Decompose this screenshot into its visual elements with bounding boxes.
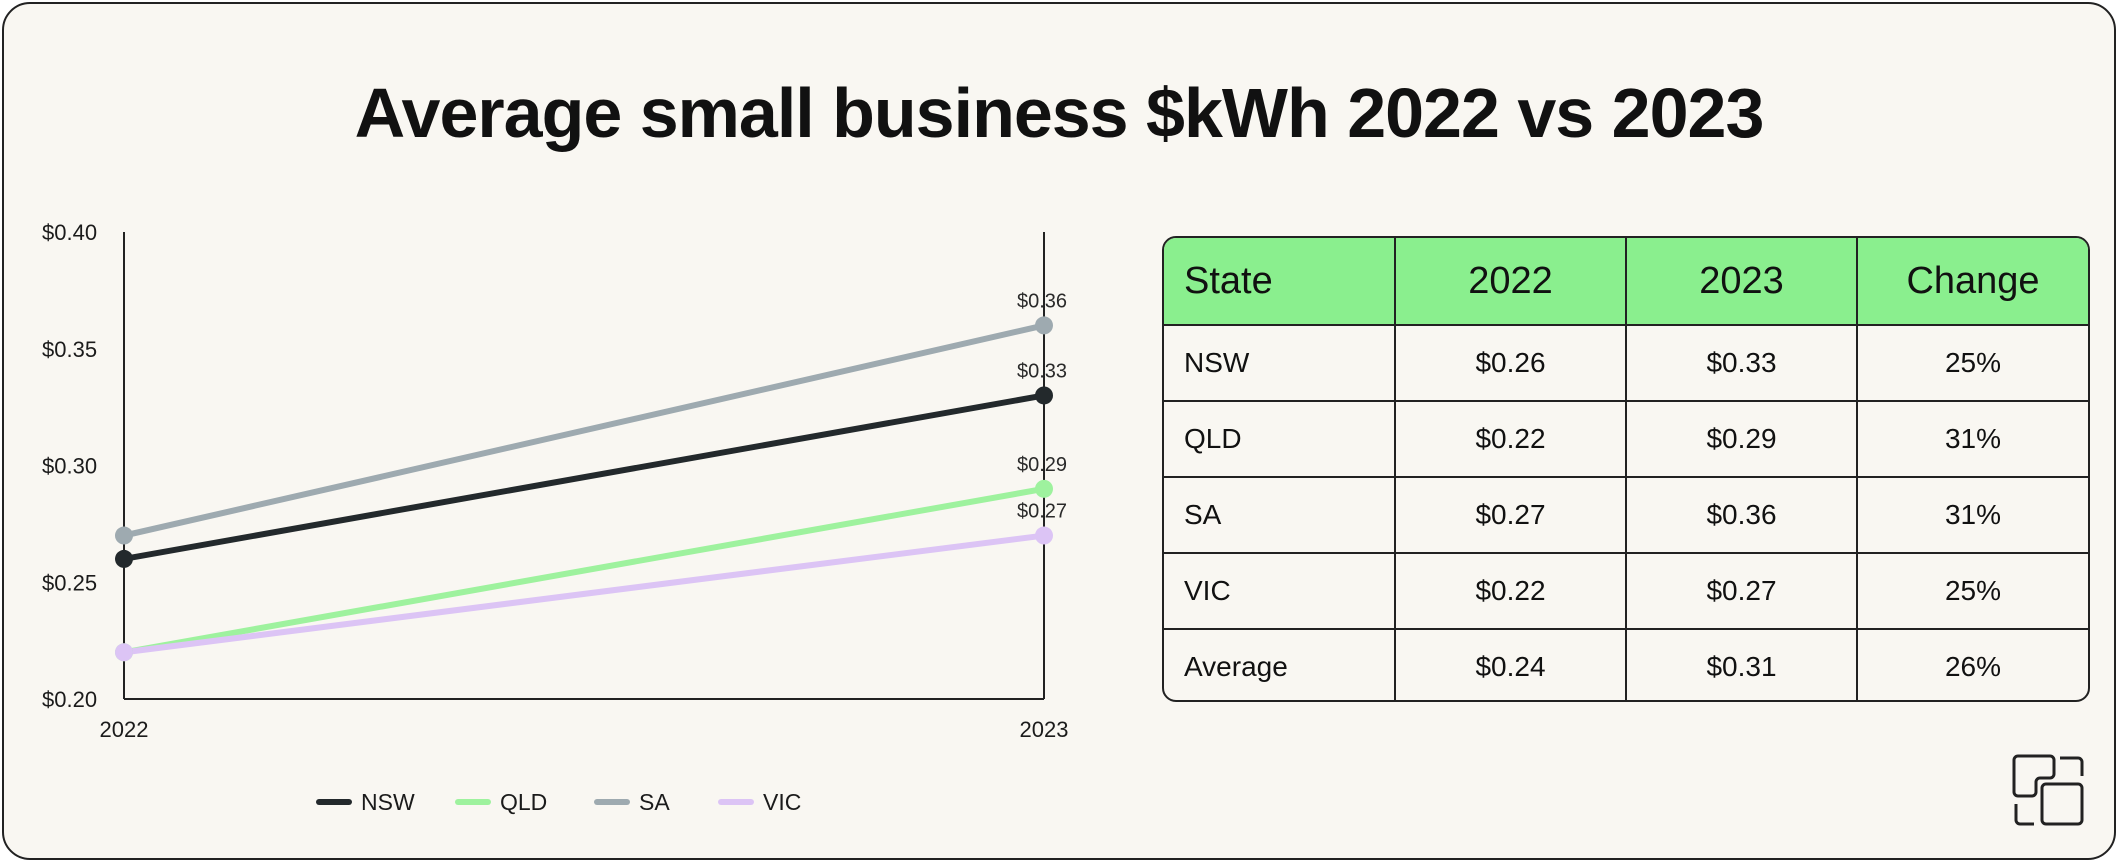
series-line-vic [121,532,1047,656]
data-label-nsw: $0.33 [1017,360,1067,382]
table-row: NSW $0.26 $0.33 25% [1164,325,2088,402]
legend-label-nsw: NSW [361,789,415,815]
brand-logo-icon [2012,754,2084,826]
legend-label-sa: SA [639,789,670,815]
table-cell-state: Average [1164,629,1396,700]
table-cell: 25% [1857,325,2088,402]
table-cell: $0.22 [1395,553,1627,630]
chart-title: Average small business $kWh 2022 vs 2023 [354,74,1765,152]
table-row: VIC $0.22 $0.27 25% [1164,553,2088,630]
data-point-vic [115,643,133,662]
table-cell: $0.26 [1395,325,1627,402]
table-cell: $0.27 [1626,553,1858,630]
table-row: SA $0.27 $0.36 31% [1164,477,2088,554]
table-header-2023: 2023 [1626,238,1858,326]
table-cell-state: SA [1164,477,1396,554]
table-cell: $0.29 [1626,401,1858,478]
legend-label-vic: VIC [763,789,801,815]
table-cell: $0.31 [1626,629,1858,700]
table-cell: $0.36 [1626,477,1858,554]
table-cell: 31% [1857,401,2088,478]
y-tick-label: $0.30 [42,454,97,479]
y-tick-label: $0.40 [42,220,97,245]
table-header-row: State 2022 2023 Change [1164,238,2088,326]
data-point-nsw [115,549,133,568]
table-row: QLD $0.22 $0.29 31% [1164,401,2088,478]
data-table: State 2022 2023 Change NSW $0.26 $0.33 2… [1164,238,2088,700]
series-line-sa [121,322,1047,539]
table-cell: 31% [1857,477,2088,554]
data-point-nsw [1035,386,1053,405]
series-line-nsw [121,392,1047,562]
table-cell: 26% [1944,651,2002,682]
data-label-vic: $0.27 [1017,501,1067,523]
x-tick-label: 2022 [100,717,149,742]
data-point-sa [1035,316,1053,335]
table-cell: $0.27 [1395,477,1627,554]
data-label-sa: $0.36 [1017,290,1067,312]
data-point-sa [115,526,133,545]
table-cell-state: NSW [1164,325,1396,402]
table-row: Average $0.24 $0.31 26% [1164,629,2088,700]
x-tick-label: 2023 [1020,717,1069,742]
y-tick-label: $0.35 [42,337,97,362]
data-point-vic [1035,526,1053,545]
table-header-2022: 2022 [1395,238,1627,326]
data-label-qld: $0.29 [1017,454,1067,476]
table-cell: $0.24 [1395,629,1627,700]
data-table-container: State 2022 2023 Change NSW $0.26 $0.33 2… [1162,236,2090,702]
table-cell: 25% [1857,553,2088,630]
table-cell: $0.22 [1395,401,1627,478]
table-cell-state: QLD [1164,401,1396,478]
table-cell: $0.33 [1626,325,1858,402]
table-cell-state: VIC [1164,553,1396,630]
table-header-change: Change [1857,238,2088,326]
y-tick-label: $0.25 [42,570,97,595]
data-point-qld [1035,479,1053,498]
table-header-state: State [1164,238,1396,326]
series-line-qld [121,485,1047,656]
legend-label-qld: QLD [500,789,547,815]
y-tick-label: $0.20 [42,687,97,712]
